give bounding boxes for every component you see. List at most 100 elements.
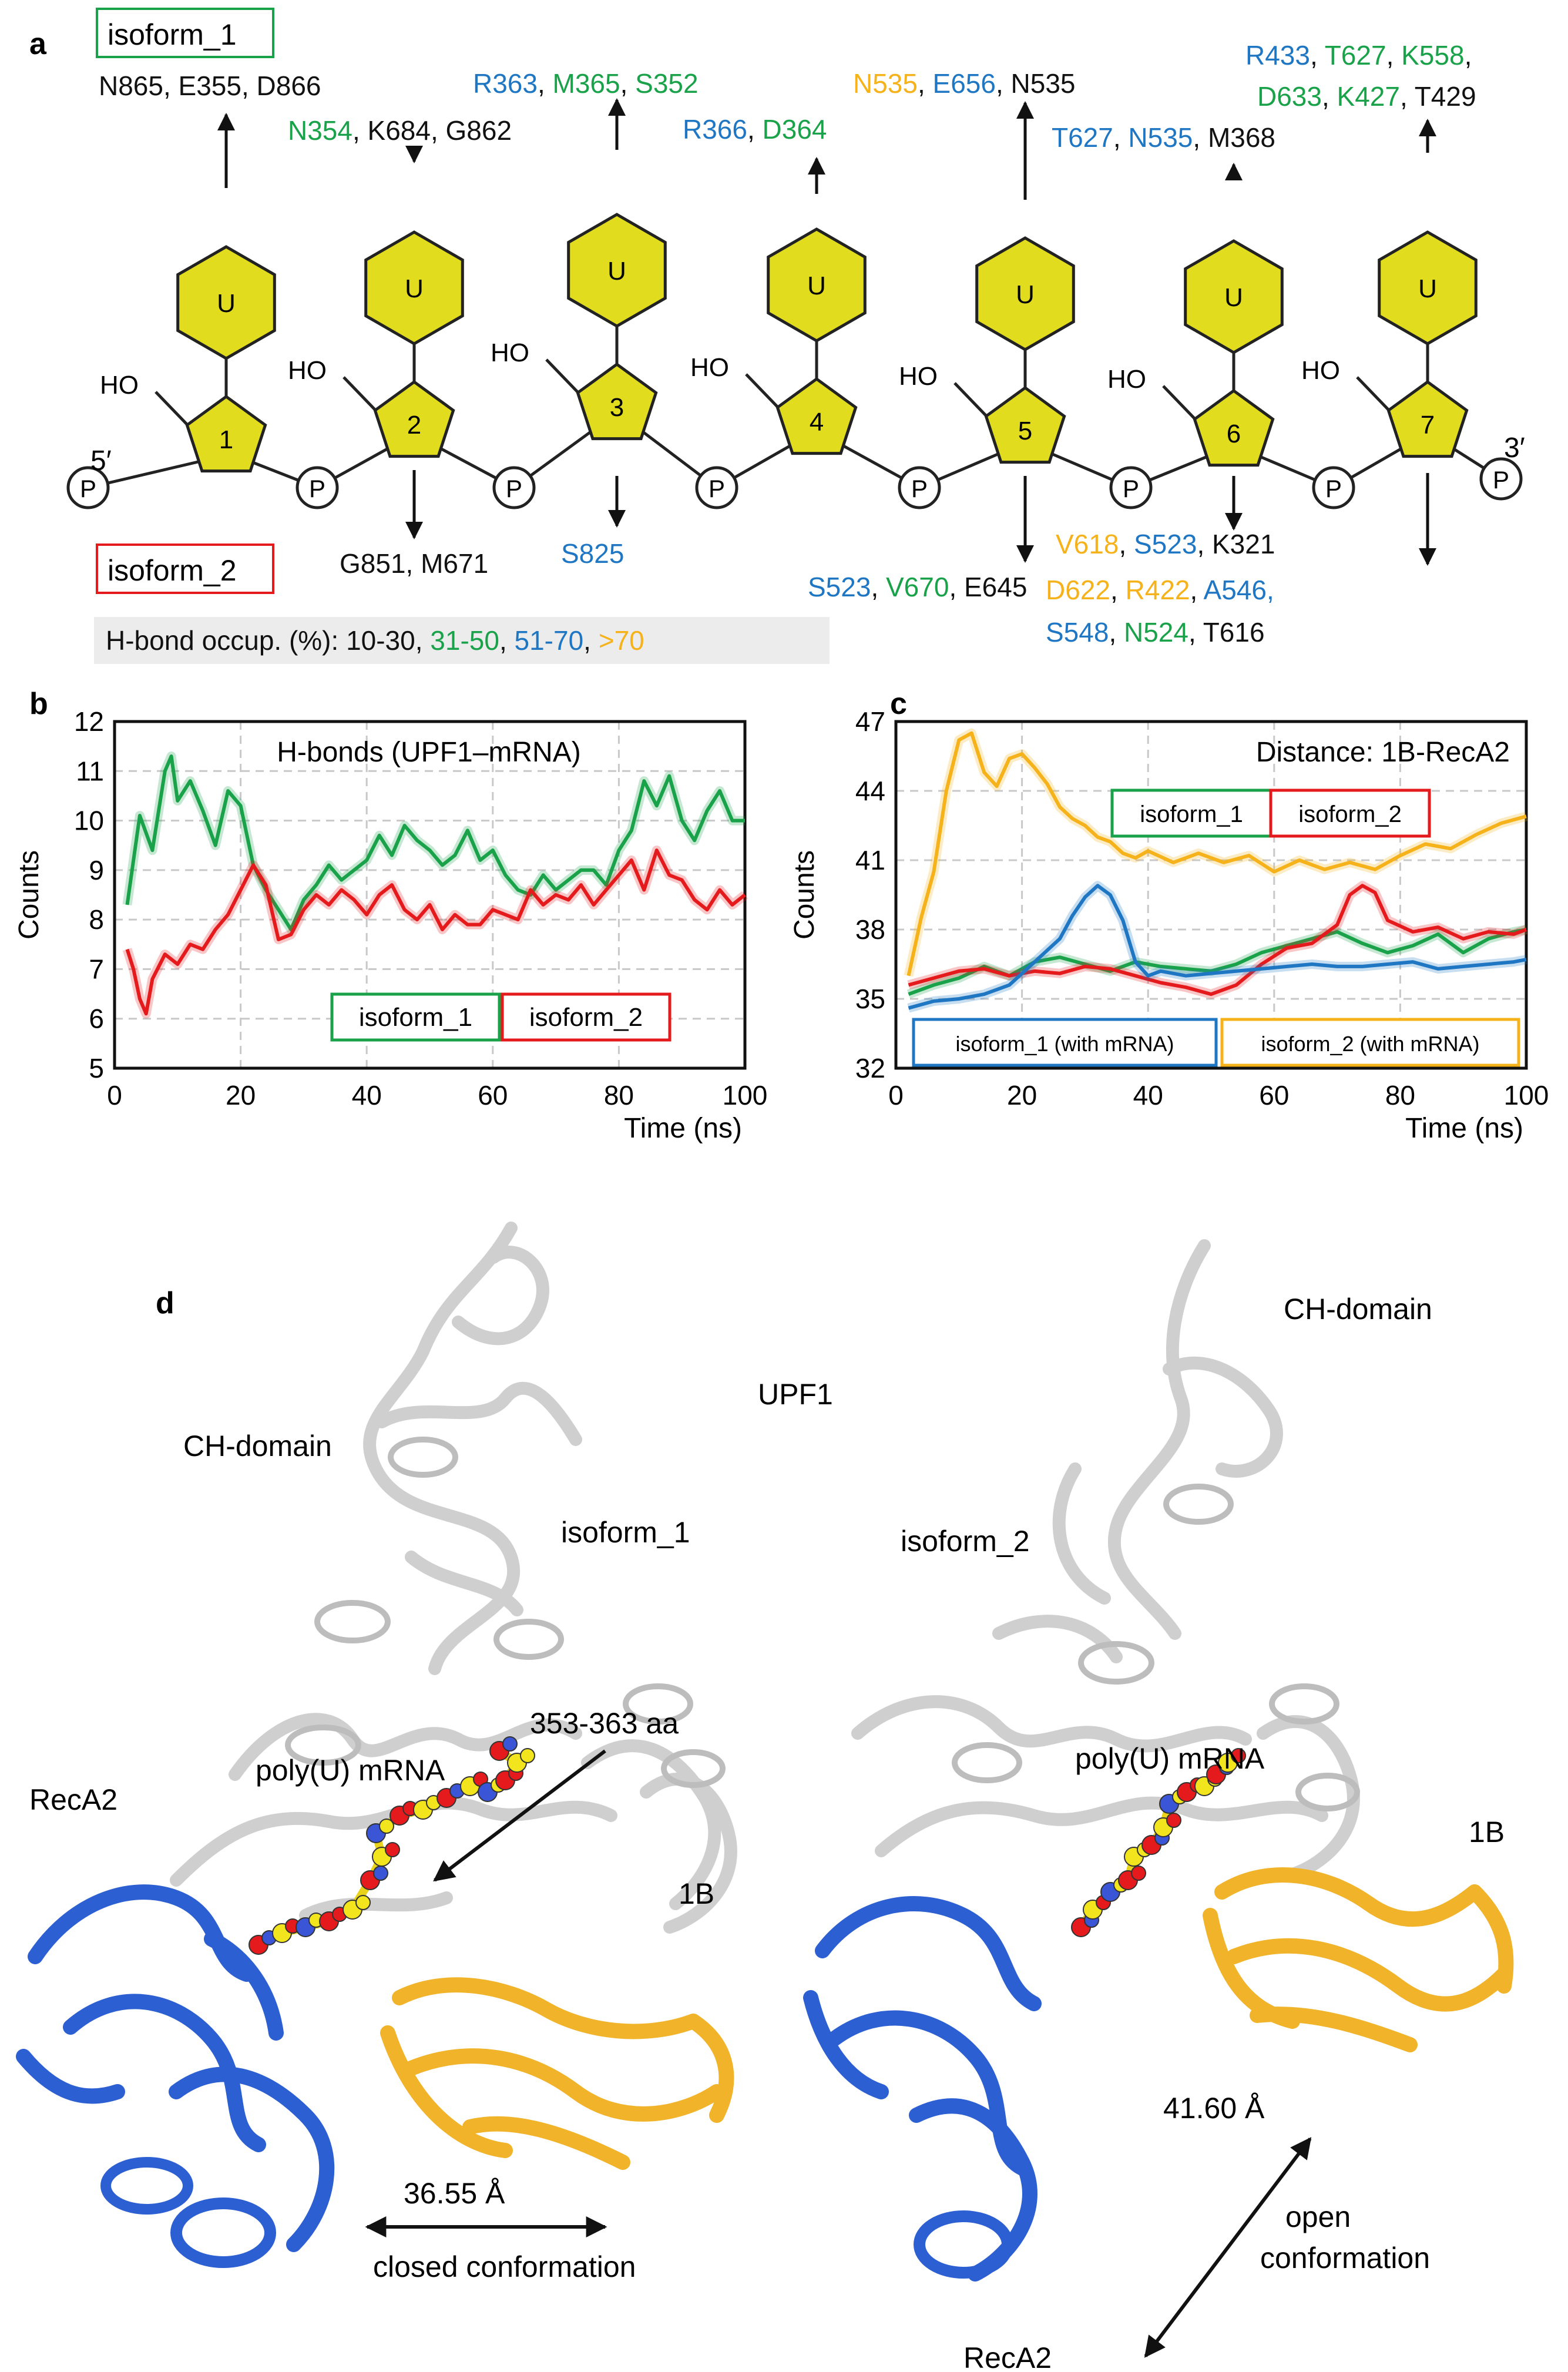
residue-text: G851, M671 bbox=[340, 548, 488, 579]
residue-text: N535 bbox=[853, 68, 918, 99]
uracil-hexagon bbox=[567, 213, 667, 328]
isoform2-box-label: isoform_2 bbox=[108, 554, 237, 587]
residue-text: K558 bbox=[1401, 40, 1464, 71]
right-ch-domain-label: CH-domain bbox=[1284, 1293, 1432, 1326]
residues-top-nucleotide-3: R363, M365, S352 bbox=[473, 68, 699, 99]
domain-1B-left bbox=[380, 1977, 734, 2170]
ho-bond bbox=[1162, 385, 1196, 420]
phosphate-circle bbox=[695, 466, 738, 509]
ho-label: HO bbox=[1107, 365, 1146, 394]
left-region-label: 353-363 aa bbox=[530, 1707, 679, 1740]
chart-title: H-bonds (UPF1–mRNA) bbox=[277, 737, 580, 768]
grey-cartoon-left bbox=[170, 1222, 737, 1934]
series-line bbox=[908, 884, 1527, 1010]
left-recA2-label: RecA2 bbox=[29, 1783, 117, 1816]
nucleotide-number: 4 bbox=[810, 408, 824, 437]
x-tick-label: 0 bbox=[888, 1080, 904, 1110]
left-conformation-label: closed conformation bbox=[373, 2250, 636, 2283]
nucleotide-chain: 1 HO U 2 HO U 3 HO U 4 HO U 5 HO U 6 HO U 7 HO U bbox=[100, 213, 1478, 473]
structure-isoform2 bbox=[803, 1239, 1514, 2282]
base-label: U bbox=[1418, 274, 1437, 303]
five-prime-label: 5′ bbox=[90, 445, 112, 477]
phosphate-circle bbox=[296, 466, 339, 509]
residues-bottom-nucleotide-7-line2: S548, N524, T616 bbox=[1046, 617, 1265, 647]
residue-text: , bbox=[1465, 40, 1472, 71]
x-tick-label: 0 bbox=[107, 1080, 122, 1110]
ribose-pentagon bbox=[775, 377, 858, 455]
nucleotide-1: 1 HO U bbox=[100, 245, 276, 473]
panel-label-b: b bbox=[29, 687, 48, 721]
ribose-pentagon bbox=[1386, 380, 1469, 458]
phosphate-circle bbox=[66, 466, 110, 509]
phosphate-label: P bbox=[1325, 475, 1342, 502]
panel-label-c: c bbox=[890, 687, 907, 721]
x-tick-label: 20 bbox=[226, 1080, 256, 1110]
y-tick-label: 10 bbox=[74, 806, 104, 836]
residue-text: , bbox=[1322, 81, 1337, 112]
nucleotide-3: 3 HO U bbox=[491, 213, 667, 441]
residue-text: V670 bbox=[886, 572, 949, 602]
phosphate-circle bbox=[1109, 466, 1153, 509]
base-label: U bbox=[807, 271, 826, 300]
x-tick-label: 60 bbox=[1259, 1080, 1289, 1110]
y-axis-label: Counts bbox=[14, 850, 45, 940]
three-prime-label: 3′ bbox=[1504, 432, 1525, 464]
phosphate-circle bbox=[898, 466, 941, 509]
left-mrna-label: poly(U) mRNA bbox=[256, 1754, 445, 1787]
residue-text: D364 bbox=[763, 114, 827, 145]
ho-label: HO bbox=[690, 353, 729, 382]
mrna-atom bbox=[385, 1842, 400, 1857]
helix-marks-left bbox=[285, 1437, 726, 1788]
residue-text: R422 bbox=[1126, 575, 1190, 605]
uracil-hexagon bbox=[176, 245, 276, 360]
phosphate-circle bbox=[1479, 457, 1523, 501]
residue-text: R363 bbox=[473, 68, 538, 99]
nucleotide-5: 5 HO U bbox=[899, 236, 1075, 464]
residue-text: D622 bbox=[1046, 575, 1110, 605]
distance-chart: 0 20 40 60 80 100 32 35 38 41 44 47 Time (ns) Counts D… bbox=[789, 706, 1549, 1144]
series-glow bbox=[122, 846, 748, 1019]
base-label: U bbox=[405, 274, 424, 303]
residue-text: , T616 bbox=[1188, 617, 1265, 647]
residue-text: , bbox=[871, 572, 886, 602]
nucleotide-6: 6 HO U bbox=[1107, 239, 1284, 467]
poly-u-mrna-right bbox=[1071, 1748, 1246, 1937]
ho-label: HO bbox=[100, 371, 139, 400]
hbond-chart: 0 20 40 60 80 100 5 6 7 8 9 10 11 12 Time (ns) Counts H-… bbox=[14, 706, 767, 1144]
right-mrna-label: poly(U) mRNA bbox=[1075, 1742, 1265, 1775]
uracil-hexagon bbox=[767, 227, 867, 343]
residue-text: , bbox=[1109, 617, 1124, 647]
isoform2-box bbox=[96, 543, 274, 594]
nucleotide-number: 2 bbox=[407, 411, 421, 439]
residue-text: , bbox=[620, 68, 636, 99]
right-1b-label: 1B bbox=[1469, 1816, 1505, 1848]
residue-text: S352 bbox=[635, 68, 698, 99]
x-tick-label: 80 bbox=[604, 1080, 634, 1110]
mrna-atom bbox=[1231, 1748, 1246, 1763]
y-tick-label: 12 bbox=[74, 706, 104, 737]
phosphate-label: P bbox=[309, 475, 325, 502]
right-isoform-label: isoform_2 bbox=[901, 1525, 1030, 1558]
residue-text: , bbox=[538, 68, 553, 99]
nucleotide-number: 1 bbox=[219, 425, 233, 454]
right-recA2-label: RecA2 bbox=[963, 2341, 1052, 2372]
phosphate-circle bbox=[492, 466, 536, 509]
series-line bbox=[125, 754, 745, 931]
phosphate-label: P bbox=[911, 475, 928, 502]
nucleotide-number: 6 bbox=[1227, 420, 1241, 448]
residues-bottom-nucleotide-3: S825 bbox=[561, 538, 624, 569]
legend-label: isoform_1 bbox=[1140, 801, 1243, 827]
base-label: U bbox=[1224, 283, 1243, 312]
x-tick-label: 60 bbox=[478, 1080, 508, 1110]
grey-cartoon-right bbox=[851, 1239, 1360, 1881]
nucleotide-4: 4 HO U bbox=[690, 227, 867, 455]
base-label: U bbox=[1016, 280, 1035, 309]
series-line bbox=[906, 731, 1527, 977]
residues-bottom-nucleotide-6: V618, S523, K321 bbox=[1056, 529, 1275, 559]
mrna-atom bbox=[1131, 1866, 1146, 1881]
ho-bond bbox=[745, 373, 779, 408]
isoform1-box-label: isoform_1 bbox=[108, 18, 237, 51]
domain-1B-right bbox=[1203, 1867, 1514, 2052]
x-tick-label: 40 bbox=[352, 1080, 382, 1110]
